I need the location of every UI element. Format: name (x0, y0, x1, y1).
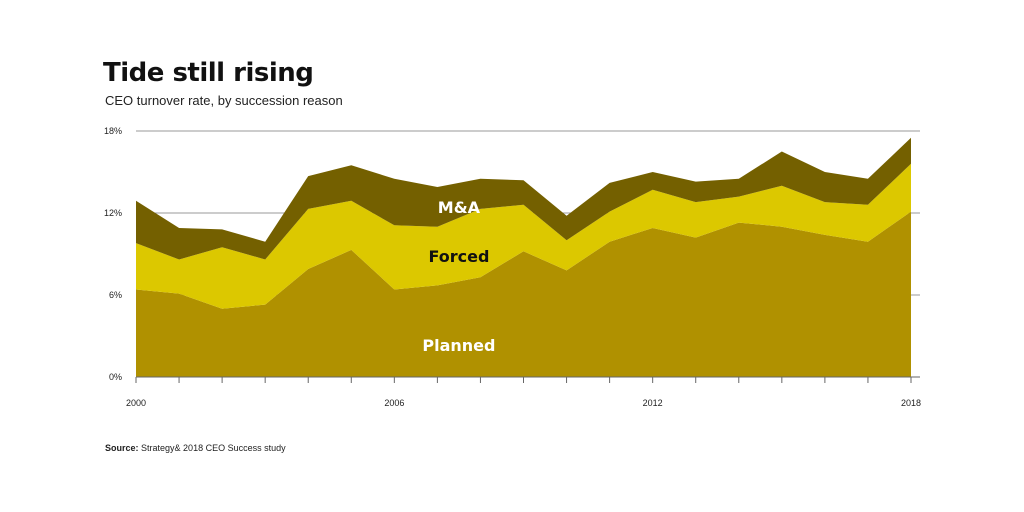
y-tick-label: 0% (109, 372, 122, 382)
area-series-group (136, 137, 911, 377)
series-label-forced: Forced (428, 247, 489, 266)
source-label: Source: (105, 443, 139, 453)
chart-subtitle: CEO turnover rate, by succession reason (105, 93, 343, 108)
chart-title: Tide still rising (103, 58, 314, 88)
y-tick-label: 12% (104, 208, 122, 218)
area-forced (136, 163, 911, 309)
y-tick-label: 18% (104, 126, 122, 136)
series-labels: Planned Forced M&A (422, 198, 495, 355)
x-axis: 2000 2006 2012 2018 (126, 376, 921, 408)
series-label-planned: Planned (422, 336, 495, 355)
x-tick-label: 2018 (901, 398, 921, 408)
source-note: Source: Strategy& 2018 CEO Success study (105, 443, 286, 453)
source-text: Strategy& 2018 CEO Success study (141, 443, 286, 453)
series-label-m-a: M&A (438, 198, 481, 217)
area-planned (136, 211, 911, 377)
x-tick-label: 2000 (126, 398, 146, 408)
y-tick-label: 6% (109, 290, 122, 300)
area-m-a (136, 137, 911, 260)
x-tick-label: 2012 (643, 398, 663, 408)
x-tick-label: 2006 (384, 398, 404, 408)
